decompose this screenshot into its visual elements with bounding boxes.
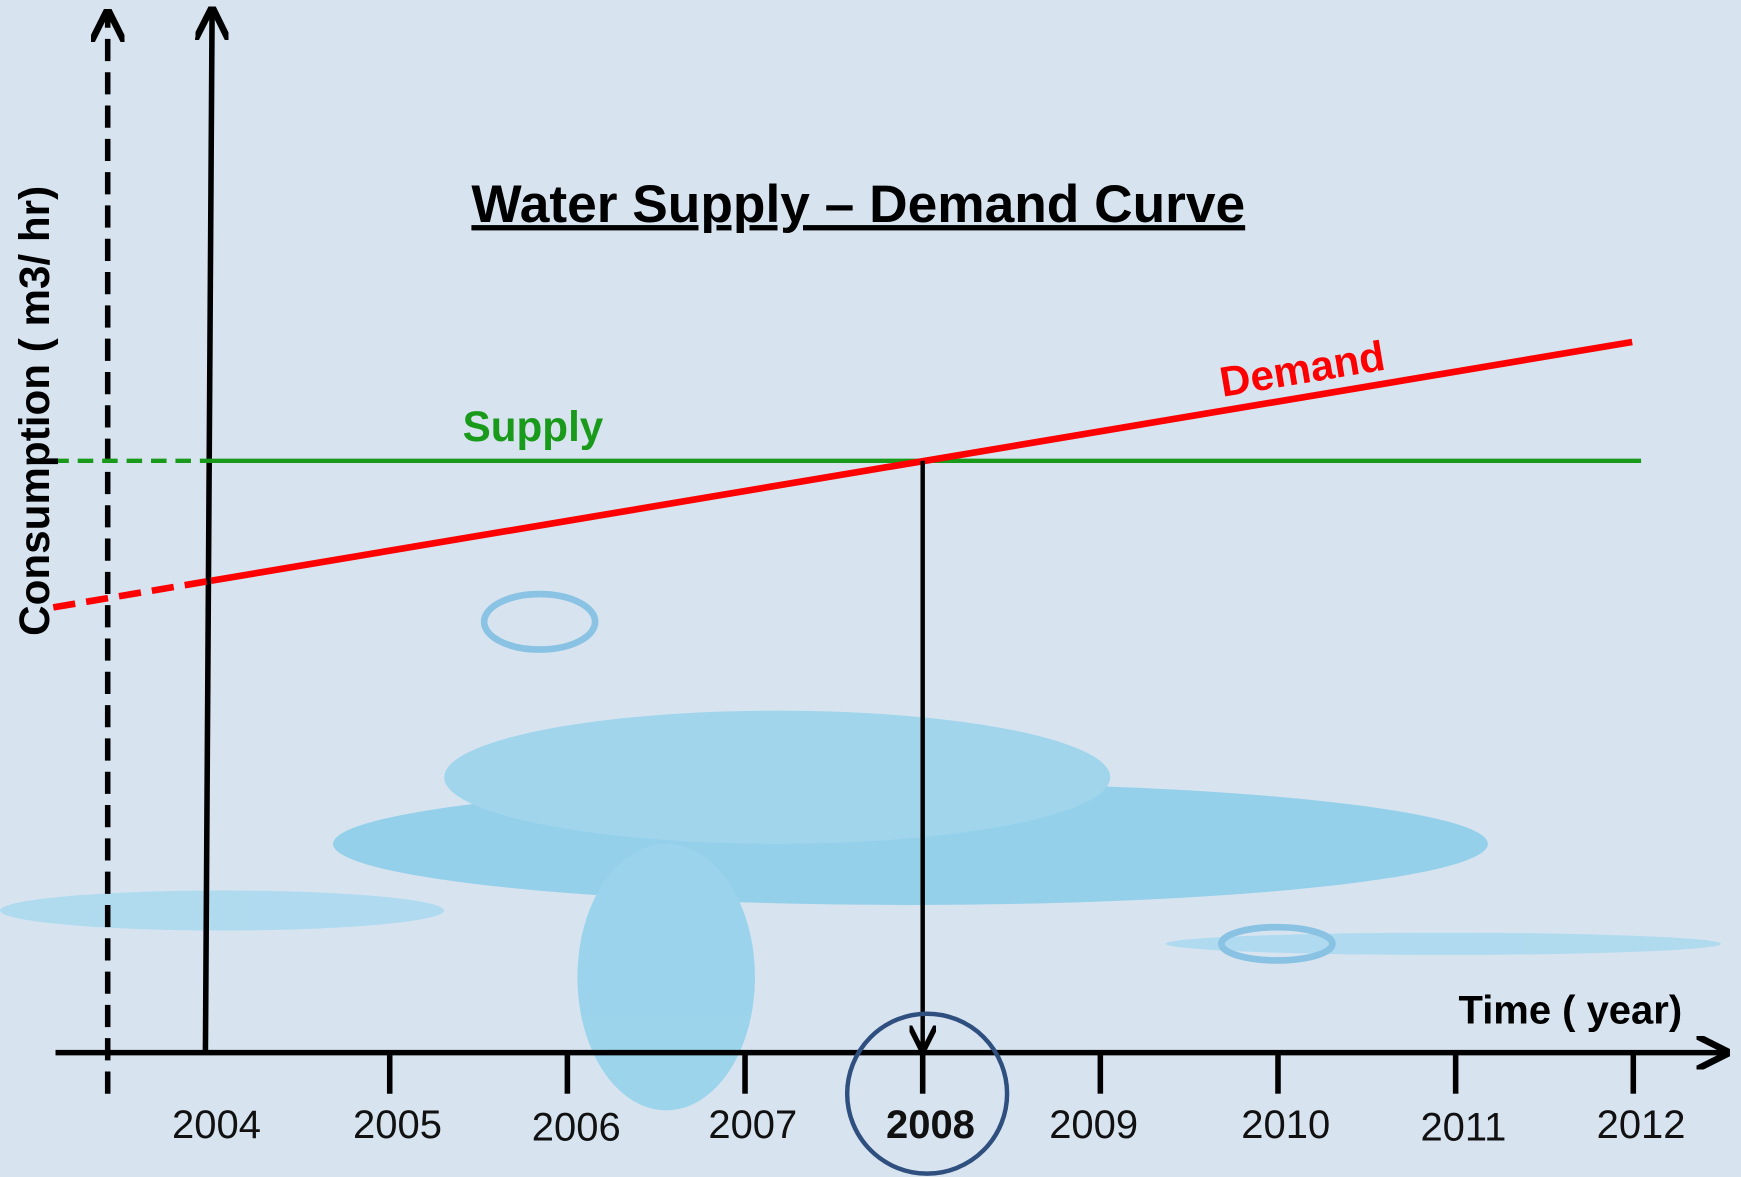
highlight-circle	[844, 1011, 1010, 1176]
year-label: 2011	[1420, 1105, 1506, 1149]
water-splash	[0, 590, 1722, 1111]
year-label: 2010	[1241, 1103, 1330, 1147]
y-axis	[205, 13, 212, 1053]
year-label: 2004	[172, 1103, 261, 1147]
year-label: 2007	[708, 1103, 797, 1147]
x-ticks	[386, 1052, 1637, 1094]
title: Water Supply – Demand Curve	[471, 175, 1245, 234]
x-axis-label: Time ( year)	[1459, 989, 1683, 1033]
y-axis-label: Consumption ( m3/ hr)	[11, 186, 58, 636]
highlighted-year-label: 2008	[886, 1103, 975, 1147]
year-label: 2009	[1049, 1103, 1138, 1147]
year-label: 2005	[353, 1103, 442, 1147]
supply-label: Supply	[463, 403, 604, 450]
year-label: 2012	[1597, 1103, 1686, 1147]
year-label: 2006	[532, 1105, 621, 1149]
demand-line-extension	[52, 577, 212, 611]
